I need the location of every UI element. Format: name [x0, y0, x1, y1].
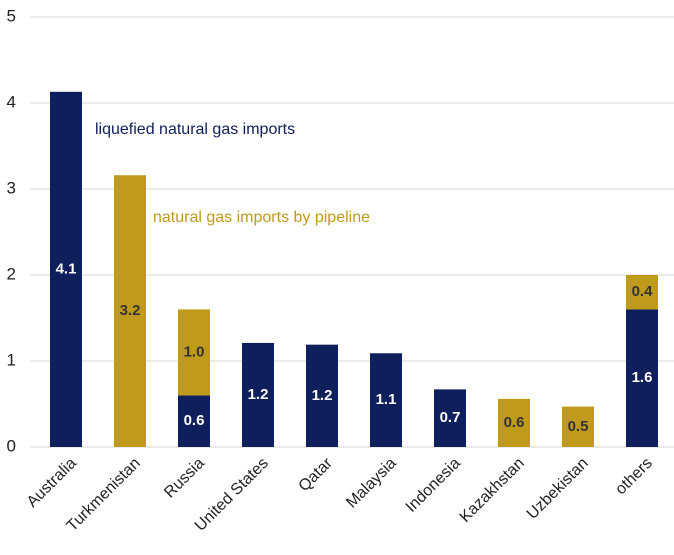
bar-segment — [50, 91, 82, 447]
bar-segment — [178, 395, 210, 447]
x-tick-label: Kazakhstan — [457, 455, 528, 526]
data-label: 1.0 — [184, 343, 205, 360]
data-label: 0.6 — [184, 412, 205, 429]
y-tick-label: 1 — [7, 350, 16, 369]
bar-segment — [178, 309, 210, 396]
data-label: 1.2 — [248, 386, 269, 403]
bar-segment — [498, 398, 530, 447]
bar-segment — [434, 389, 466, 447]
data-label: 1.1 — [376, 391, 397, 408]
y-tick-label: 5 — [7, 6, 16, 25]
x-tick-label: Indonesia — [403, 455, 464, 516]
bar-segment — [562, 406, 594, 447]
bar-segment — [242, 342, 274, 447]
data-label: 0.5 — [568, 418, 589, 435]
bar-segment — [114, 175, 146, 448]
data-label: 4.1 — [56, 260, 77, 277]
bar-segment — [626, 309, 658, 447]
data-label: 3.2 — [120, 302, 141, 319]
x-tick-label: Qatar — [295, 454, 336, 495]
data-label: 1.2 — [312, 387, 333, 404]
bar-segment — [370, 353, 402, 447]
series-label: natural gas imports by pipeline — [153, 209, 370, 226]
x-tick-label: Uzbekistan — [524, 455, 592, 523]
data-label: 1.6 — [632, 369, 653, 386]
data-label: 0.6 — [504, 414, 525, 431]
y-tick-label: 4 — [7, 92, 16, 111]
x-tick-label: others — [612, 455, 655, 498]
x-tick-label: Malaysia — [343, 455, 400, 512]
y-tick-label: 0 — [7, 436, 16, 455]
x-tick-label: Australia — [24, 455, 80, 511]
y-tick-label: 3 — [7, 178, 16, 197]
data-label: 0.4 — [632, 283, 654, 300]
series-label: liquefied natural gas imports — [95, 121, 295, 138]
bar-segment — [306, 344, 338, 447]
plot: 012345Australia4.1Turkmenistan3.2Russia0… — [7, 6, 674, 535]
data-label: 0.7 — [440, 409, 461, 426]
x-tick-label: Russia — [161, 455, 208, 502]
y-tick-label: 2 — [7, 264, 16, 283]
bar-segment — [626, 275, 658, 310]
